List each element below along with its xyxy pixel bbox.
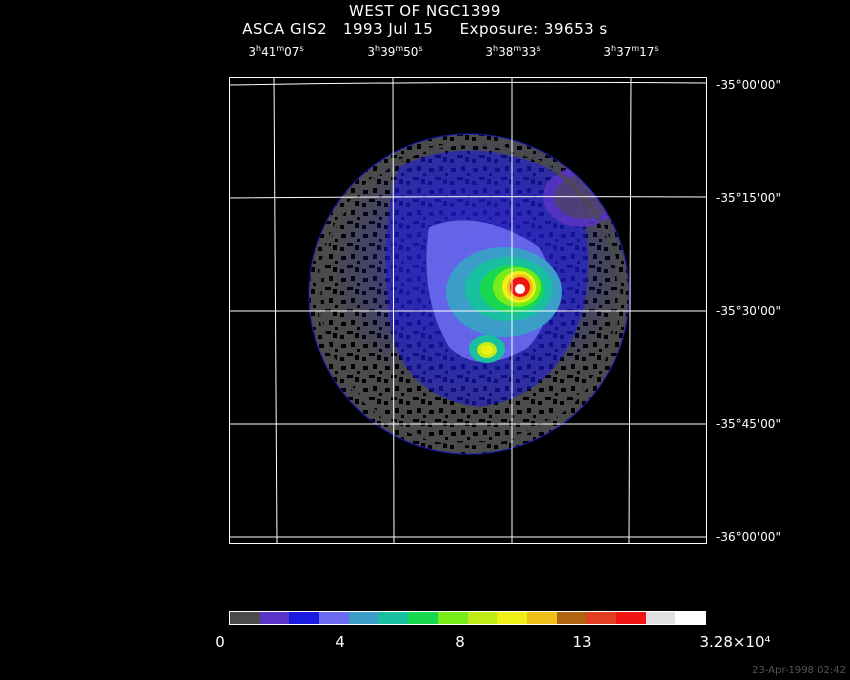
colorbar-swatch [586, 612, 616, 624]
dec-label-2: -35°15'00" [716, 191, 781, 205]
colorbar-swatch [437, 612, 468, 624]
dec-label-3: -35°30'00" [716, 304, 781, 318]
plot-frame [229, 77, 707, 544]
colorbar-swatch [497, 612, 527, 624]
colorbar-swatch [615, 612, 646, 624]
colorbar-swatch [526, 612, 557, 624]
colorbar-swatch [348, 612, 379, 624]
dec-label-4: -35°45'00" [716, 417, 781, 431]
dec-label-5: -36°00'00" [716, 530, 781, 544]
observation-info: ASCA GIS2 1993 Jul 15 Exposure: 39653 s [242, 20, 608, 38]
colorbar-label-max: 3.28×10⁴ [699, 633, 771, 651]
colorbar-swatch [289, 612, 320, 624]
colorbar-label-min: 0 [215, 633, 225, 651]
ra-label-4: 3h37m17s [603, 44, 659, 59]
colorbar-label-4: 13 [572, 633, 592, 651]
colorbar-swatch [259, 612, 290, 624]
colorbar-swatch [230, 612, 260, 624]
image-title: WEST OF NGC1399 [349, 2, 501, 20]
colorbar-swatch [378, 612, 409, 624]
ra-label-2: 3h39m50s [367, 44, 423, 59]
coordinate-grid [229, 77, 707, 544]
colorbar [229, 611, 706, 625]
colorbar-swatch [408, 612, 438, 624]
ra-label-3: 3h38m33s [485, 44, 541, 59]
colorbar-label-3: 8 [455, 633, 465, 651]
colorbar-swatch [645, 612, 676, 624]
ra-label-1: 3h41m07s [248, 44, 304, 59]
dec-label-1: -35°00'00" [716, 78, 781, 92]
colorbar-label-2: 4 [335, 633, 345, 651]
colorbar-swatch [319, 612, 349, 624]
colorbar-swatch [675, 612, 705, 624]
timestamp: 23-Apr-1998 02:42 [752, 665, 846, 676]
colorbar-swatch [467, 612, 498, 624]
colorbar-swatch [556, 612, 587, 624]
xray-image-plot [229, 77, 707, 544]
